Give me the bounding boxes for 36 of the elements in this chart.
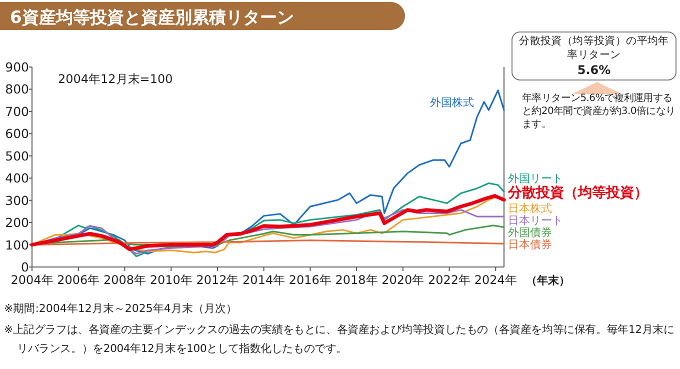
x-tick-label: 2006年 [57,273,100,287]
x-axis-title: （年末） [526,274,570,287]
y-tick-label: 300 [5,192,30,208]
y-tick-label: 100 [5,237,30,252]
x-tick-label: 2020年 [382,273,424,287]
text: 5.6% [576,63,612,78]
x-tick-label: 2004年 [10,273,54,287]
y-tick-label: 0 [21,260,30,274]
y-tick-label: 700 [5,104,30,119]
y-tick-label: 500 [5,148,30,164]
y-tick-label: 900 [5,60,30,74]
x-tick-label: 2008年 [103,273,146,287]
text: 年率リターン5.6%で複利運用すると約20年間で資産が約3.0倍になります。 [522,92,676,131]
series-label: 外国リート [508,172,563,185]
text: 分散投資（均等投資）の平均年率リターン [518,34,670,62]
chart-title: 6資産均等投資と資産別累積リターン [10,8,294,28]
y-tick-label: 800 [5,82,30,97]
x-tick-label: 2018年 [335,273,378,287]
x-tick-label: 2010年 [150,273,192,287]
x-tick-label: 2012年 [196,273,239,287]
series-label: 分散投資（均等投資） [507,185,648,201]
series-label: 日本債券 [508,238,552,251]
x-tick-label: 2014年 [242,273,286,287]
x-tick-label: 2024年 [474,273,517,287]
y-tick-label: 200 [5,215,30,230]
series-label: 外国債券 [508,226,552,239]
x-tick-label: 2022年 [428,273,471,287]
annotation: 2004年12月末=100 [58,72,173,86]
series-label: 日本株式 [508,202,552,215]
y-tick-label: 600 [5,126,30,142]
text: ※期間:2004年12月末～2025年4月末（月次） [4,301,238,317]
y-tick-label: 400 [5,170,30,186]
text: ※上記グラフは、各資産の主要インデックスの過去の実績をもとに、各資産および均等投資したもの（各資産を均等に保有。毎年12月末にリバランス。）を2004年12月末を100として指数化したものです。 [4,322,676,357]
series-label: 外国株式 [430,96,474,109]
x-tick-label: 2016年 [288,273,332,287]
series-label: 日本リート [508,214,563,227]
